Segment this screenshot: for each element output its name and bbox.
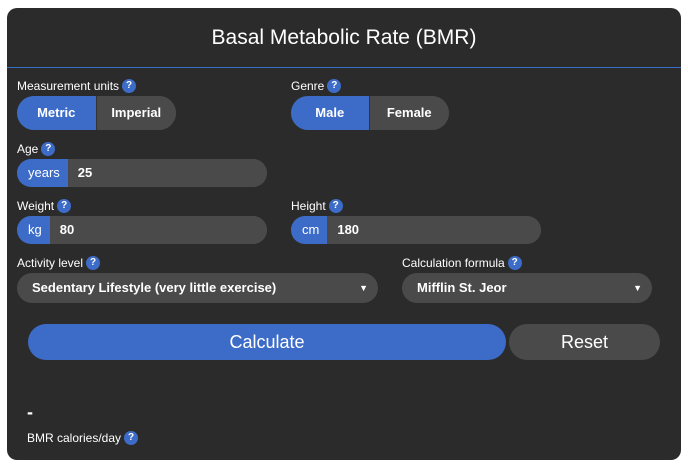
- genre-female-option[interactable]: Female: [368, 96, 449, 130]
- genre-male-option[interactable]: Male: [291, 96, 369, 130]
- weight-field: kg: [17, 216, 267, 244]
- height-label: Height?: [291, 198, 343, 214]
- formula-label-text: Calculation formula: [402, 256, 505, 270]
- height-field: cm: [291, 216, 541, 244]
- units-help-icon[interactable]: ?: [122, 79, 137, 93]
- formula-select[interactable]: Mifflin St. Jeor ▼: [402, 273, 652, 303]
- age-unit: years: [17, 159, 68, 187]
- genre-toggle: Male Female: [291, 96, 449, 130]
- age-input[interactable]: [67, 159, 267, 187]
- activity-help-icon[interactable]: ?: [86, 256, 101, 270]
- activity-label-text: Activity level: [17, 256, 84, 270]
- height-help-icon[interactable]: ?: [328, 199, 343, 213]
- bmr-result-value: -: [27, 402, 33, 422]
- activity-label: Activity level?: [17, 255, 101, 271]
- genre-help-icon[interactable]: ?: [327, 79, 342, 93]
- age-help-icon[interactable]: ?: [41, 142, 56, 156]
- page-title: Basal Metabolic Rate (BMR): [7, 8, 681, 68]
- units-label: Measurement units?: [17, 78, 137, 94]
- units-imperial-option[interactable]: Imperial: [95, 96, 176, 130]
- weight-input[interactable]: [49, 216, 267, 244]
- bmr-help-icon[interactable]: ?: [124, 431, 139, 445]
- bmr-result-label-text: BMR calories/day: [27, 431, 122, 445]
- weight-help-icon[interactable]: ?: [57, 199, 72, 213]
- height-input[interactable]: [327, 216, 541, 244]
- units-toggle: Metric Imperial: [17, 96, 176, 130]
- age-field: years: [17, 159, 267, 187]
- weight-label-text: Weight: [17, 199, 55, 213]
- activity-selected-value: Sedentary Lifestyle (very little exercis…: [32, 280, 277, 295]
- weight-unit: kg: [17, 216, 50, 244]
- weight-label: Weight?: [17, 198, 72, 214]
- height-unit: cm: [291, 216, 328, 244]
- chevron-down-icon: ▼: [359, 283, 368, 293]
- chevron-down-icon: ▼: [633, 283, 642, 293]
- formula-label: Calculation formula?: [402, 255, 522, 271]
- age-label: Age?: [17, 141, 56, 157]
- reset-button[interactable]: Reset: [509, 324, 660, 360]
- formula-selected-value: Mifflin St. Jeor: [417, 280, 507, 295]
- formula-help-icon[interactable]: ?: [507, 256, 522, 270]
- bmr-calculator-panel: Basal Metabolic Rate (BMR) Measurement u…: [7, 8, 681, 460]
- activity-select[interactable]: Sedentary Lifestyle (very little exercis…: [17, 273, 378, 303]
- genre-label-text: Genre: [291, 79, 325, 93]
- bmr-result-label: BMR calories/day?: [27, 430, 139, 446]
- calculate-button[interactable]: Calculate: [28, 324, 506, 360]
- genre-label: Genre?: [291, 78, 342, 94]
- age-label-text: Age: [17, 142, 39, 156]
- height-label-text: Height: [291, 199, 326, 213]
- units-label-text: Measurement units: [17, 79, 120, 93]
- units-metric-option[interactable]: Metric: [17, 96, 96, 130]
